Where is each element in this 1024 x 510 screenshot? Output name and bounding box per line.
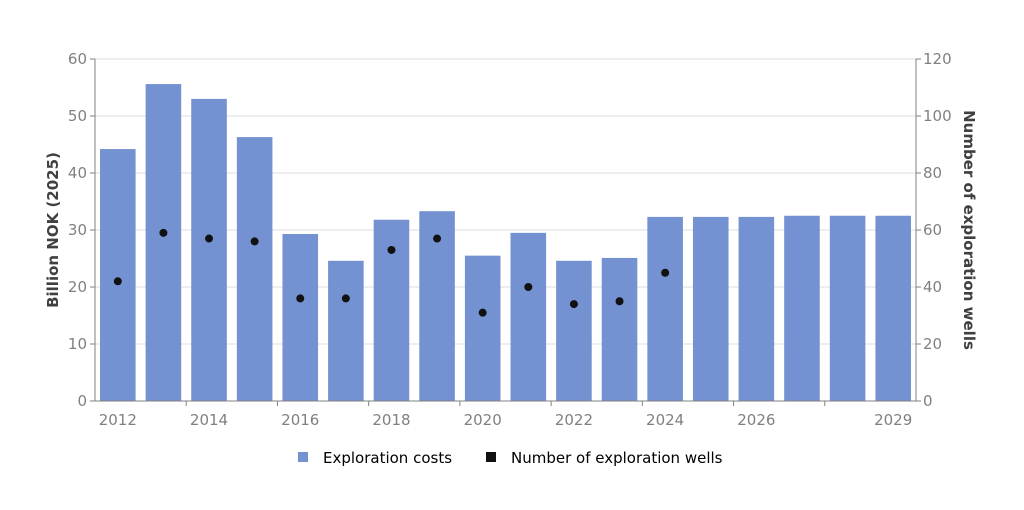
y-tick-label-60: 60 — [68, 50, 87, 68]
y2-tick-label-20: 20 — [923, 335, 942, 353]
bars — [100, 84, 911, 402]
bar-2022 — [556, 260, 592, 401]
bar-2020 — [464, 255, 501, 401]
y2-tick-label-80: 80 — [923, 164, 942, 182]
bar-2027 — [784, 215, 820, 401]
y2-tick-label-60: 60 — [923, 221, 942, 239]
x-tick-label-2012: 2012 — [99, 411, 137, 429]
bar-2029 — [875, 215, 911, 401]
points — [113, 228, 670, 317]
legend-swatch-exploration-costs — [298, 452, 308, 462]
bar-2017 — [328, 260, 364, 401]
y2-tick-label-100: 100 — [923, 107, 952, 125]
grid — [95, 58, 916, 402]
point-2024 — [661, 268, 670, 277]
point-2017 — [341, 294, 350, 303]
point-2019 — [433, 234, 442, 243]
x-tick-label-2022: 2022 — [555, 411, 593, 429]
bar-2015 — [236, 137, 273, 401]
x-tick-label-2029: 2029 — [874, 411, 912, 429]
y2-tick-label-120: 120 — [923, 50, 952, 68]
x-tick-label-2016: 2016 — [281, 411, 319, 429]
y-tick-label-50: 50 — [68, 107, 87, 125]
legend-swatch-exploration-wells — [486, 452, 496, 462]
y-tick-label-20: 20 — [68, 278, 87, 296]
axes — [90, 58, 921, 406]
bar-2013 — [145, 84, 182, 401]
point-2012 — [113, 277, 122, 286]
bar-2019 — [419, 211, 455, 401]
point-2018 — [387, 245, 396, 254]
x-tick-label-2024: 2024 — [646, 411, 684, 429]
x-tick-label-2020: 2020 — [464, 411, 502, 429]
bar-2023 — [601, 257, 638, 401]
bar-2024 — [647, 216, 683, 401]
tick-labels: 0 10 20 30 40 50 60 0 20 40 60 80 100 120 2012 2014 2016… — [68, 50, 952, 429]
bar-2025 — [692, 216, 729, 401]
point-2020 — [478, 308, 487, 317]
point-2023 — [615, 297, 624, 306]
y2-tick-label-0: 0 — [923, 392, 933, 410]
x-tick-label-2018: 2018 — [372, 411, 410, 429]
legend: Exploration costs Number of exploration … — [298, 449, 723, 467]
y2-axis-title: Number of exploration wells — [960, 110, 978, 350]
point-2016 — [296, 294, 305, 303]
legend-label-exploration-costs: Exploration costs — [323, 449, 452, 467]
point-2022 — [569, 300, 578, 309]
point-2014 — [205, 234, 214, 243]
bar-2021 — [510, 232, 547, 401]
y-tick-label-30: 30 — [68, 221, 87, 239]
point-2015 — [250, 237, 259, 246]
y-axis-title: Billion NOK (2025) — [44, 152, 62, 308]
y-tick-label-0: 0 — [77, 392, 87, 410]
y2-tick-label-40: 40 — [923, 278, 942, 296]
bar-2016 — [282, 233, 319, 401]
y-tick-label-10: 10 — [68, 335, 87, 353]
point-2013 — [159, 228, 168, 237]
bar-2028 — [829, 215, 866, 401]
bar-2012 — [100, 149, 136, 401]
point-2021 — [524, 283, 533, 291]
bar-2014 — [191, 98, 227, 402]
legend-label-exploration-wells: Number of exploration wells — [511, 449, 723, 467]
x-tick-label-2026: 2026 — [737, 411, 775, 429]
y-tick-label-40: 40 — [68, 164, 87, 182]
x-tick-label-2014: 2014 — [190, 411, 228, 429]
bar-2026 — [738, 216, 775, 401]
